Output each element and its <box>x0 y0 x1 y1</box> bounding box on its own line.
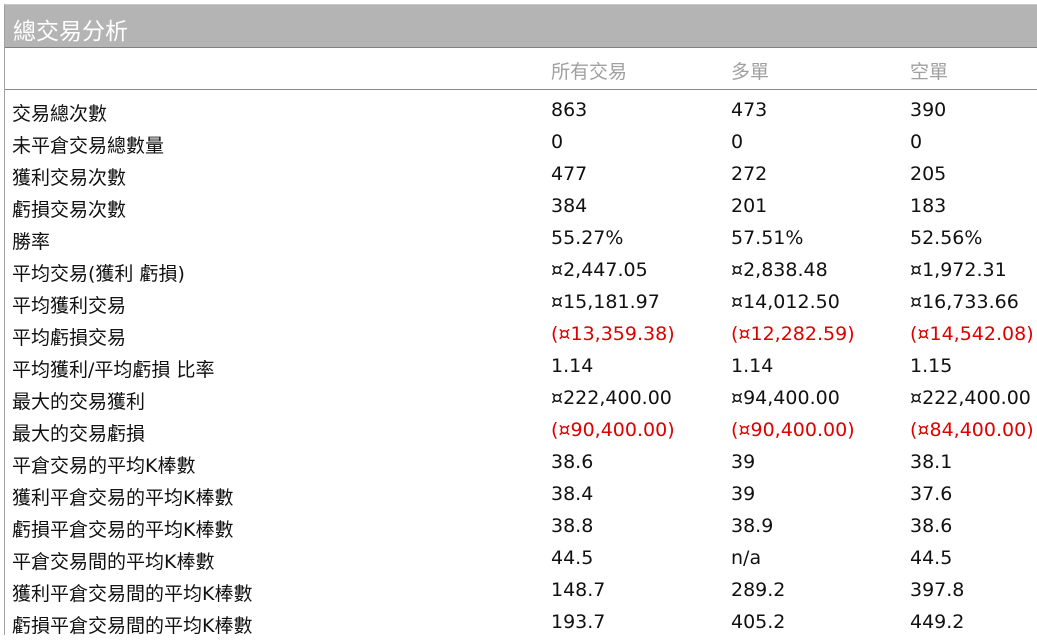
cell-value: 38.1 <box>910 451 953 473</box>
cell-value: 473 <box>731 99 768 121</box>
cell-value: 38.4 <box>551 483 594 505</box>
cell-value: 52.56% <box>910 227 983 249</box>
cell-value: ¤15,181.97 <box>551 291 660 313</box>
cell-value: 1.14 <box>731 355 774 377</box>
row-label: 未平倉交易總數量 <box>12 135 165 157</box>
cell-value: 37.6 <box>910 483 953 505</box>
cell-value: (¤14,542.08) <box>910 323 1034 345</box>
row-label: 平均獲利/平均虧損 比率 <box>12 359 215 381</box>
panel-title: 總交易分析 <box>13 19 128 45</box>
row-label: 平均交易(獲利 虧損) <box>12 263 185 285</box>
row-label: 最大的交易獲利 <box>12 391 146 413</box>
panel-frame <box>4 4 1037 635</box>
cell-value: 390 <box>910 99 947 121</box>
table-row: 平均虧損交易 (¤13,359.38) (¤12,282.59) (¤14,542.0… <box>0 323 1037 355</box>
row-label: 獲利平倉交易間的平均K棒數 <box>12 583 253 605</box>
table-row: 未平倉交易總數量 0 0 0 <box>0 131 1037 163</box>
cell-value: n/a <box>731 547 762 569</box>
row-label: 虧損平倉交易的平均K棒數 <box>12 519 234 541</box>
column-header-long: 多單 <box>731 61 770 83</box>
cell-value: ¤2,838.48 <box>731 259 828 281</box>
cell-value: 384 <box>551 195 588 217</box>
table-row: 虧損平倉交易的平均K棒數 38.8 38.9 38.6 <box>0 515 1037 547</box>
table-row: 虧損交易次數 384 201 183 <box>0 195 1037 227</box>
cell-value: 0 <box>731 131 744 153</box>
cell-value: 1.14 <box>551 355 594 377</box>
cell-value: (¤13,359.38) <box>551 323 675 345</box>
cell-value: 39 <box>731 483 756 505</box>
table-row: 獲利平倉交易的平均K棒數 38.4 39 37.6 <box>0 483 1037 515</box>
cell-value: 0 <box>551 131 564 153</box>
cell-value: 57.51% <box>731 227 804 249</box>
row-label: 平均虧損交易 <box>12 327 127 349</box>
cell-value: 193.7 <box>551 611 606 633</box>
table-row: 平倉交易的平均K棒數 38.6 39 38.1 <box>0 451 1037 483</box>
cell-value: (¤12,282.59) <box>731 323 855 345</box>
cell-value: 289.2 <box>731 579 786 601</box>
table-row: 平均交易(獲利 虧損) ¤2,447.05 ¤2,838.48 ¤1,972.31 <box>0 259 1037 291</box>
title-bar: 總交易分析 <box>5 5 1037 48</box>
cell-value: 183 <box>910 195 947 217</box>
cell-value: 477 <box>551 163 588 185</box>
cell-value: 863 <box>551 99 588 121</box>
cell-value: 449.2 <box>910 611 965 633</box>
table-row: 獲利交易次數 477 272 205 <box>0 163 1037 195</box>
cell-value: 148.7 <box>551 579 606 601</box>
cell-value: 272 <box>731 163 768 185</box>
cell-value: 201 <box>731 195 768 217</box>
cell-value: (¤84,400.00) <box>910 419 1034 441</box>
table-row: 平均獲利交易 ¤15,181.97 ¤14,012.50 ¤16,733.66 <box>0 291 1037 323</box>
table-row: 虧損平倉交易間的平均K棒數 193.7 405.2 449.2 <box>0 611 1037 643</box>
row-label: 最大的交易虧損 <box>12 423 146 445</box>
table-row: 勝率 55.27% 57.51% 52.56% <box>0 227 1037 259</box>
cell-value: ¤2,447.05 <box>551 259 648 281</box>
cell-value: 0 <box>910 131 923 153</box>
cell-value: ¤1,972.31 <box>910 259 1007 281</box>
cell-value: 38.6 <box>910 515 953 537</box>
cell-value: 405.2 <box>731 611 786 633</box>
cell-value: ¤222,400.00 <box>910 387 1031 409</box>
cell-value: 38.9 <box>731 515 774 537</box>
table-row: 最大的交易獲利 ¤222,400.00 ¤94,400.00 ¤222,400.00 <box>0 387 1037 419</box>
row-label: 平倉交易間的平均K棒數 <box>12 551 215 573</box>
cell-value: (¤90,400.00) <box>731 419 855 441</box>
cell-value: ¤16,733.66 <box>910 291 1019 313</box>
row-label: 勝率 <box>12 231 51 253</box>
cell-value: 44.5 <box>910 547 953 569</box>
cell-value: 38.6 <box>551 451 594 473</box>
cell-value: ¤94,400.00 <box>731 387 840 409</box>
row-label: 交易總次數 <box>12 103 108 125</box>
cell-value: ¤14,012.50 <box>731 291 840 313</box>
table-row: 平倉交易間的平均K棒數 44.5 n/a 44.5 <box>0 547 1037 579</box>
table-row: 最大的交易虧損 (¤90,400.00) (¤90,400.00) (¤84,400.… <box>0 419 1037 451</box>
cell-value: 205 <box>910 163 947 185</box>
cell-value: (¤90,400.00) <box>551 419 675 441</box>
cell-value: 39 <box>731 451 756 473</box>
cell-value: 44.5 <box>551 547 594 569</box>
cell-value: ¤222,400.00 <box>551 387 672 409</box>
cell-value: 38.8 <box>551 515 594 537</box>
table-row: 平均獲利/平均虧損 比率 1.14 1.14 1.15 <box>0 355 1037 387</box>
table-row: 交易總次數 863 473 390 <box>0 99 1037 131</box>
table-row: 獲利平倉交易間的平均K棒數 148.7 289.2 397.8 <box>0 579 1037 611</box>
cell-value: 397.8 <box>910 579 965 601</box>
cell-value: 1.15 <box>910 355 953 377</box>
column-header-short: 空單 <box>910 61 949 83</box>
row-label: 虧損平倉交易間的平均K棒數 <box>12 615 253 637</box>
cell-value: 55.27% <box>551 227 624 249</box>
header-divider <box>5 89 1037 90</box>
row-label: 虧損交易次數 <box>12 199 127 221</box>
row-label: 獲利平倉交易的平均K棒數 <box>12 487 234 509</box>
row-label: 平倉交易的平均K棒數 <box>12 455 196 477</box>
row-label: 平均獲利交易 <box>12 295 127 317</box>
column-header-all-trades: 所有交易 <box>551 61 628 83</box>
row-label: 獲利交易次數 <box>12 167 127 189</box>
